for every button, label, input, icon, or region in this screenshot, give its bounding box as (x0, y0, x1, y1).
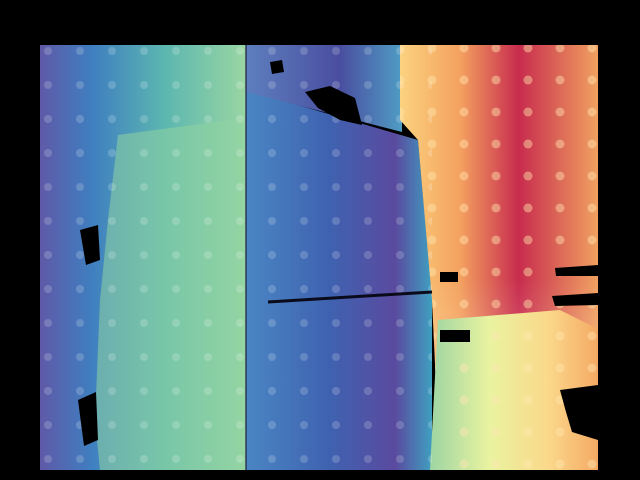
dot-pattern (40, 45, 432, 470)
dot-pattern-warm (400, 45, 598, 470)
horizontal-seam (267, 290, 433, 304)
